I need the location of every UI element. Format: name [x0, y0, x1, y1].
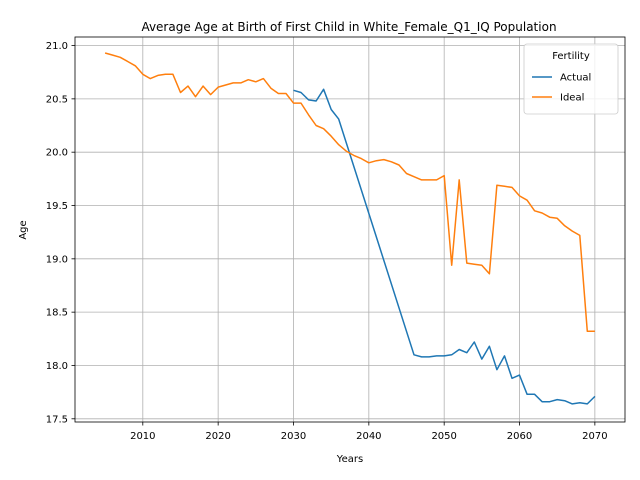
x-tick-label: 2040	[356, 431, 381, 442]
grid	[75, 37, 625, 422]
y-tick-label: 21.0	[46, 41, 68, 52]
x-axis: 2010 2020 2030 2040 2050 2060 2070	[130, 422, 608, 442]
x-tick-label: 2020	[205, 431, 230, 442]
y-tick-label: 19.5	[46, 201, 68, 212]
x-tick-label: 2050	[431, 431, 456, 442]
y-tick-label: 17.5	[46, 414, 68, 425]
x-tick-label: 2030	[281, 431, 306, 442]
x-tick-label: 2060	[507, 431, 532, 442]
y-tick-label: 19.0	[46, 254, 68, 265]
chart-title: Average Age at Birth of First Child in W…	[141, 20, 556, 34]
y-tick-label: 20.0	[46, 148, 68, 159]
series-line-ideal	[104, 52, 595, 333]
y-tick-label: 20.5	[46, 94, 68, 105]
y-tick-label: 18.0	[46, 361, 68, 372]
legend-title: Fertility	[552, 51, 590, 62]
x-axis-label: Years	[336, 454, 363, 465]
y-tick-label: 18.5	[46, 308, 68, 319]
series-line-actual	[293, 88, 596, 405]
legend: Fertility Actual Ideal	[523, 43, 619, 115]
y-axis-label: Age	[18, 220, 29, 239]
legend-label-actual: Actual	[560, 73, 591, 84]
plot-frame	[74, 36, 626, 423]
series-layer	[104, 52, 596, 405]
legend-label-ideal: Ideal	[560, 93, 584, 104]
x-tick-label: 2010	[130, 431, 155, 442]
x-tick-label: 2070	[582, 431, 607, 442]
y-axis: 17.5 18.0 18.5 19.0 19.5 20.0 20.5 21.0	[46, 41, 75, 425]
